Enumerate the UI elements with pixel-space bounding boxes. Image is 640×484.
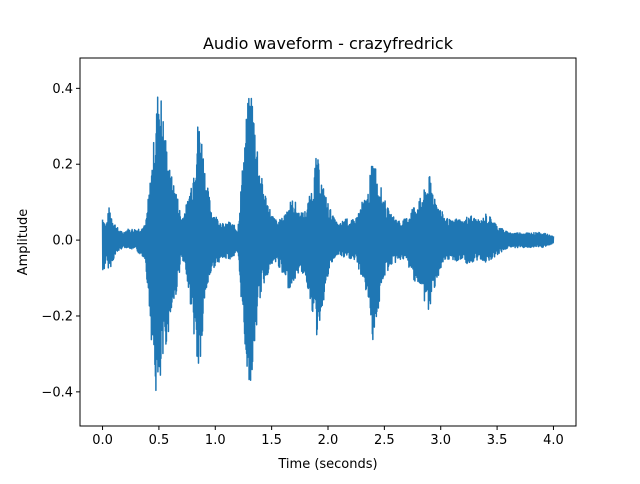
x-tick-label: 1.0 [205, 433, 226, 448]
x-tick-label: 2.0 [318, 433, 339, 448]
x-tick-label: 0.5 [149, 433, 170, 448]
x-tick-label: 0.0 [92, 433, 113, 448]
y-tick-label: −0.2 [41, 309, 73, 324]
y-tick-label: 0.4 [52, 82, 73, 97]
x-tick-label: 3.5 [487, 433, 508, 448]
y-tick-label: 0.0 [52, 234, 73, 249]
x-tick-label: 1.5 [261, 433, 282, 448]
x-tick-label: 4.0 [543, 433, 564, 448]
x-axis-ticks: 0.0 0.5 1.0 1.5 2.0 2.5 3.0 3.5 4.0 [92, 426, 564, 448]
x-axis-label: Time (seconds) [277, 457, 377, 472]
y-axis-ticks: −0.4 −0.2 0.0 0.2 0.4 [41, 82, 80, 400]
x-tick-label: 3.0 [430, 433, 451, 448]
y-axis-label: Amplitude [16, 209, 31, 276]
chart-title: Audio waveform - crazyfredrick [203, 34, 454, 53]
series-layer [101, 96, 555, 392]
y-tick-label: −0.4 [41, 385, 73, 400]
x-tick-label: 2.5 [374, 433, 395, 448]
waveform-series-line [101, 96, 555, 392]
y-tick-label: 0.2 [52, 158, 73, 173]
